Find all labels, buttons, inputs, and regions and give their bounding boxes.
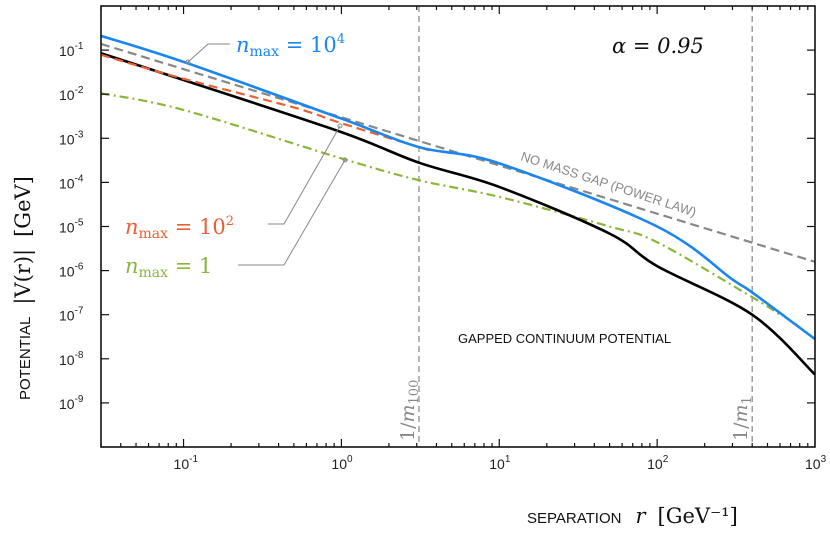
y-tick-label: 10-1 bbox=[59, 41, 84, 59]
series-line-1 bbox=[100, 92, 781, 316]
alpha-annotation: α = 0.95 bbox=[612, 34, 704, 58]
vline-label-0: 1/m100 bbox=[397, 380, 422, 441]
x-tick-label: 101 bbox=[489, 454, 511, 472]
leader-n2-dot bbox=[337, 123, 343, 129]
y-axis-label: POTENTIAL|V(r)|[GeV] bbox=[11, 176, 36, 400]
series-line-3 bbox=[100, 53, 431, 152]
x-tick-label: 10-1 bbox=[174, 454, 199, 472]
leader-n2 bbox=[268, 125, 341, 225]
gapped-label: GAPPED CONTINUUM POTENTIAL bbox=[458, 331, 671, 346]
leader-n4 bbox=[187, 43, 230, 63]
leader-n1-dot bbox=[342, 157, 348, 163]
series-line-0 bbox=[100, 42, 816, 263]
legend-n4: nmax = 104 bbox=[236, 32, 345, 60]
x-axis-label: SEPARATION r [GeV⁻¹] bbox=[527, 504, 738, 528]
x-tick-label: 100 bbox=[331, 454, 353, 472]
leader-n1 bbox=[238, 159, 346, 266]
leader-n4-dot bbox=[185, 59, 191, 65]
y-tick-label: 10-8 bbox=[59, 350, 84, 368]
legend-n1: nmax = 1 bbox=[125, 254, 212, 281]
y-tick-label: 10-5 bbox=[59, 218, 84, 236]
y-tick-label: 10-7 bbox=[59, 306, 84, 324]
svg-text:nmax = 1: nmax = 1 bbox=[125, 254, 212, 281]
svg-text:nmax = 102: nmax = 102 bbox=[125, 214, 234, 242]
series-line-4 bbox=[100, 34, 816, 341]
y-tick-label: 10-3 bbox=[59, 129, 84, 147]
y-tick-label: 10-2 bbox=[59, 85, 84, 103]
y-tick-label: 10-6 bbox=[59, 262, 84, 280]
x-tick-label: 103 bbox=[805, 454, 827, 472]
svg-text:POTENTIAL|V(r)|[GeV]: POTENTIAL|V(r)|[GeV] bbox=[11, 176, 36, 400]
y-tick-label: 10-4 bbox=[59, 173, 84, 191]
svg-text:nmax = 104: nmax = 104 bbox=[236, 32, 345, 60]
legend-n2: nmax = 102 bbox=[125, 214, 234, 242]
vline-label-1: 1/m1 bbox=[730, 396, 755, 441]
x-tick-label: 102 bbox=[647, 454, 669, 472]
y-tick-label: 10-9 bbox=[59, 394, 84, 412]
series-line-2 bbox=[100, 51, 816, 376]
